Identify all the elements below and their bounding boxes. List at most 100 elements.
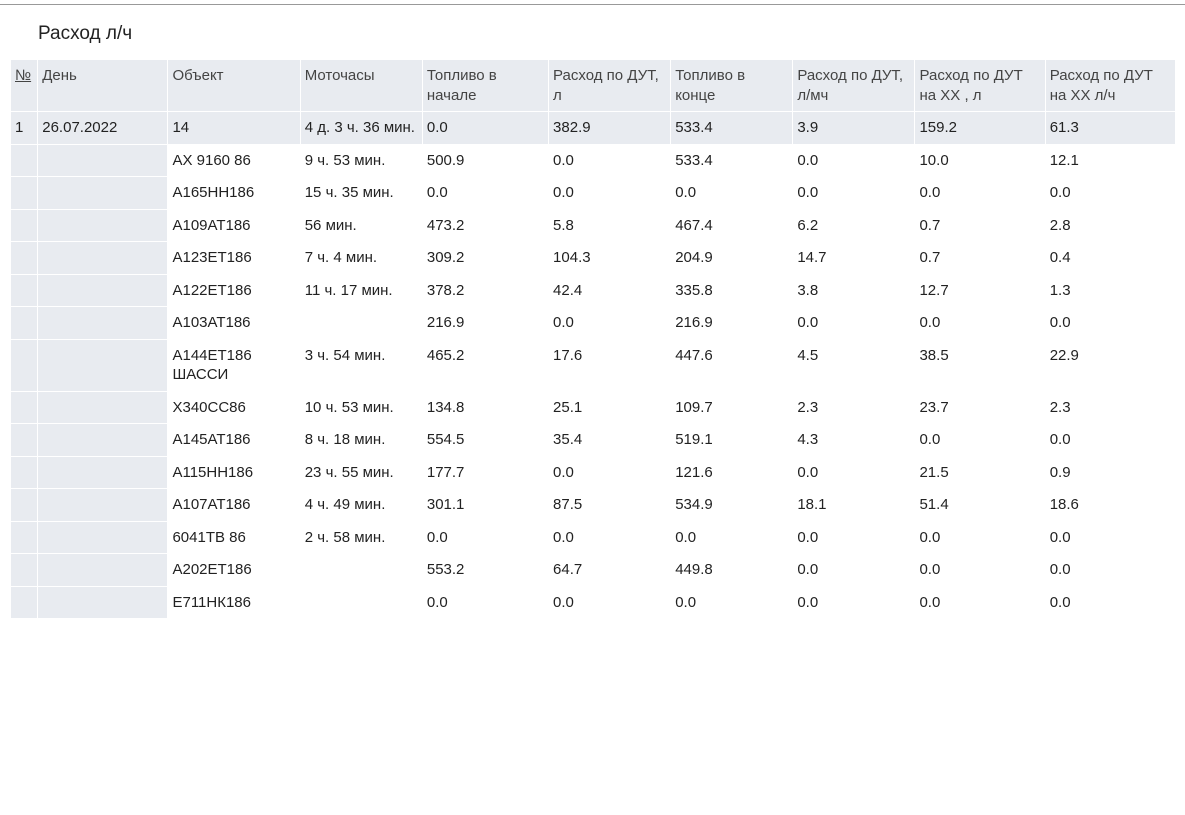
cell-day [38,587,167,619]
column-header[interactable]: Топливо в конце [671,60,792,111]
cell-cons_xx_lh: 0.0 [1046,587,1175,619]
cell-fuel_end: 335.8 [671,275,792,307]
cell-cons_xx_lh: 22.9 [1046,340,1175,391]
cell-cons_xx_lh: 0.0 [1046,307,1175,339]
column-header-link[interactable]: № [15,67,31,84]
cell-fuel_end: 0.0 [671,522,792,554]
cell-obj: Е711НК186 [168,587,299,619]
cell-cons_xx_lh: 0.0 [1046,554,1175,586]
table-row: А115НН18623 ч. 55 мин.177.70.0121.60.021… [11,457,1175,489]
column-header[interactable]: Топливо в начале [423,60,548,111]
cell-cons_xx_l: 0.0 [915,177,1044,209]
cell-day [38,457,167,489]
cell-hours: 4 д. 3 ч. 36 мин. [301,112,422,144]
cell-obj: А165НН186 [168,177,299,209]
cell-num [11,554,37,586]
table-header: №ДеньОбъектМоточасыТопливо в началеРасхо… [11,60,1175,111]
cell-day [38,489,167,521]
cell-num: 1 [11,112,37,144]
cell-cons_xx_lh: 0.0 [1046,522,1175,554]
cell-cons_xx_lh: 12.1 [1046,145,1175,177]
cell-fuel_end: 534.9 [671,489,792,521]
cell-fuel_end: 0.0 [671,587,792,619]
column-header[interactable]: День [38,60,167,111]
cell-day [38,145,167,177]
cell-cons_lmh: 0.0 [793,554,914,586]
cell-cons_lmh: 0.0 [793,177,914,209]
cell-fuel_end: 519.1 [671,424,792,456]
cell-cons_xx_lh: 2.3 [1046,392,1175,424]
cell-fuel_end: 533.4 [671,112,792,144]
cell-fuel_start: 0.0 [423,177,548,209]
cell-cons_l: 42.4 [549,275,670,307]
cell-num [11,392,37,424]
column-header[interactable]: Моточасы [301,60,422,111]
cell-cons_l: 0.0 [549,307,670,339]
cell-num [11,522,37,554]
cell-cons_lmh: 4.5 [793,340,914,391]
cell-obj: Х340СС86 [168,392,299,424]
cell-cons_l: 87.5 [549,489,670,521]
cell-fuel_start: 301.1 [423,489,548,521]
cell-hours: 56 мин. [301,210,422,242]
cell-obj: А107АТ186 [168,489,299,521]
table-row: 126.07.2022144 д. 3 ч. 36 мин.0.0382.953… [11,112,1175,144]
cell-fuel_start: 0.0 [423,112,548,144]
cell-fuel_start: 553.2 [423,554,548,586]
cell-fuel_end: 216.9 [671,307,792,339]
report-title: Расход л/ч [0,5,1185,59]
cell-fuel_start: 0.0 [423,522,548,554]
cell-num [11,424,37,456]
cell-cons_l: 25.1 [549,392,670,424]
cell-fuel_start: 554.5 [423,424,548,456]
cell-fuel_end: 447.6 [671,340,792,391]
cell-obj: 14 [168,112,299,144]
cell-cons_xx_l: 159.2 [915,112,1044,144]
column-header[interactable]: Расход по ДУТ, л [549,60,670,111]
cell-num [11,307,37,339]
cell-day [38,307,167,339]
cell-cons_l: 5.8 [549,210,670,242]
cell-fuel_start: 177.7 [423,457,548,489]
cell-cons_xx_l: 0.0 [915,424,1044,456]
table-row: А122ЕТ18611 ч. 17 мин.378.242.4335.83.81… [11,275,1175,307]
cell-hours: 8 ч. 18 мин. [301,424,422,456]
cell-cons_xx_l: 0.0 [915,554,1044,586]
cell-fuel_end: 533.4 [671,145,792,177]
table-row: А144ЕТ186 ШАССИ3 ч. 54 мин.465.217.6447.… [11,340,1175,391]
cell-cons_l: 17.6 [549,340,670,391]
cell-cons_xx_l: 0.0 [915,522,1044,554]
cell-obj: 6041ТВ 86 [168,522,299,554]
column-header[interactable]: № [11,60,37,111]
column-header[interactable]: Расход по ДУТ, л/мч [793,60,914,111]
cell-day [38,177,167,209]
cell-cons_xx_lh: 0.0 [1046,177,1175,209]
column-header[interactable]: Объект [168,60,299,111]
cell-obj: А144ЕТ186 ШАССИ [168,340,299,391]
cell-hours: 15 ч. 35 мин. [301,177,422,209]
cell-obj: А109АТ186 [168,210,299,242]
cell-cons_l: 0.0 [549,177,670,209]
cell-cons_l: 35.4 [549,424,670,456]
table-row: АХ 9160 869 ч. 53 мин.500.90.0533.40.010… [11,145,1175,177]
fuel-consumption-table: №ДеньОбъектМоточасыТопливо в началеРасхо… [10,59,1176,619]
cell-fuel_start: 309.2 [423,242,548,274]
cell-cons_lmh: 0.0 [793,307,914,339]
cell-obj: А145АТ186 [168,424,299,456]
cell-fuel_start: 465.2 [423,340,548,391]
cell-cons_lmh: 0.0 [793,587,914,619]
cell-fuel_start: 378.2 [423,275,548,307]
cell-cons_l: 104.3 [549,242,670,274]
cell-fuel_end: 204.9 [671,242,792,274]
cell-fuel_start: 134.8 [423,392,548,424]
table-row: Х340СС8610 ч. 53 мин.134.825.1109.72.323… [11,392,1175,424]
cell-num [11,145,37,177]
cell-cons_lmh: 2.3 [793,392,914,424]
column-header[interactable]: Расход по ДУТ на ХХ , л [915,60,1044,111]
cell-day [38,340,167,391]
column-header[interactable]: Расход по ДУТ на ХХ л/ч [1046,60,1175,111]
table-row: А109АТ18656 мин.473.25.8467.46.20.72.8 [11,210,1175,242]
table-row: Е711НК1860.00.00.00.00.00.0 [11,587,1175,619]
cell-cons_xx_lh: 1.3 [1046,275,1175,307]
cell-cons_lmh: 14.7 [793,242,914,274]
